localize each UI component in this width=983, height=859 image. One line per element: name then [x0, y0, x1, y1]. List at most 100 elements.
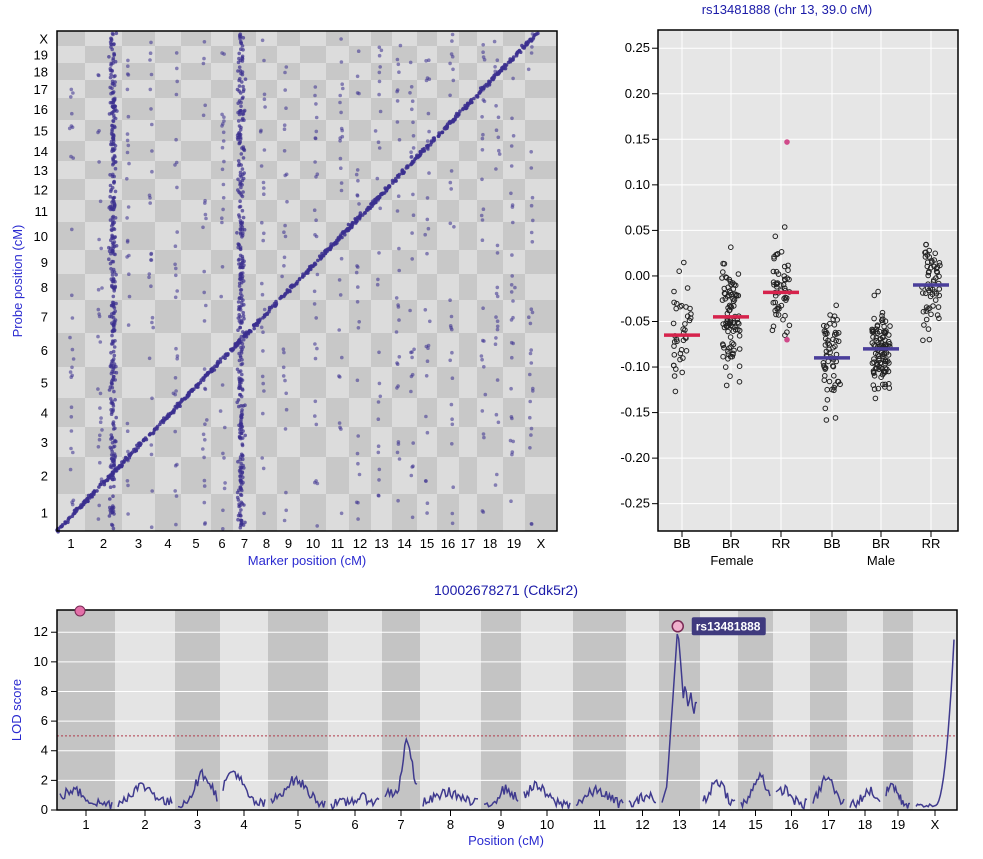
eqtl-point — [346, 228, 351, 233]
effect-point — [671, 288, 677, 295]
checker-cell — [277, 250, 300, 274]
effect-point-highlight[interactable] — [784, 139, 790, 145]
eqtl-point — [150, 169, 154, 174]
eqtl-point — [235, 342, 239, 347]
checker-cell — [57, 98, 85, 120]
eqtl-point — [481, 306, 485, 311]
checker-cell — [181, 120, 211, 141]
eqtl-point — [98, 433, 102, 438]
effect-point — [671, 299, 677, 306]
checker-cell — [349, 274, 371, 300]
checker-cell — [211, 457, 233, 494]
eqtl-point — [68, 335, 72, 340]
checker-cell — [326, 494, 349, 531]
effect-x-tick: BR — [872, 536, 890, 551]
eqtl-point — [396, 194, 401, 198]
checker-cell — [211, 98, 233, 120]
checker-cell — [122, 179, 155, 200]
eqtl-point — [112, 174, 116, 179]
checker-cell — [256, 427, 277, 457]
checker-cell — [459, 300, 477, 333]
eqtl-point — [111, 459, 115, 464]
checker-cell — [525, 80, 557, 98]
eqtl-point — [495, 58, 500, 62]
eqtl-point — [262, 511, 266, 516]
checker-cell — [392, 98, 417, 120]
eqtl-point — [410, 515, 415, 520]
effect-point — [874, 323, 881, 330]
eqtl-point — [508, 438, 513, 443]
lod-curve-segment — [270, 775, 326, 809]
eqtl-point — [397, 318, 401, 322]
eqtl-point — [528, 37, 533, 42]
eqtl-point — [201, 113, 206, 118]
checker-cell — [85, 141, 122, 161]
effect-point — [677, 350, 684, 357]
effect-y-tick: 0.15 — [625, 131, 650, 146]
checker-cell — [417, 63, 437, 80]
effect-point — [824, 386, 831, 393]
effect-point — [671, 339, 678, 345]
eqtl-point — [237, 281, 242, 286]
eqtl-point — [72, 508, 77, 513]
eqtl-point — [377, 467, 382, 472]
effect-point — [781, 276, 788, 283]
eqtl-point — [149, 452, 154, 457]
eqtl-point — [495, 378, 500, 382]
checker-cell — [181, 398, 211, 427]
eqtl-point — [107, 514, 112, 518]
eqtl-point — [108, 364, 113, 369]
eqtl-point — [262, 389, 266, 393]
eqtl-point — [313, 414, 317, 418]
eqtl-point — [259, 164, 264, 168]
eqtl-point — [202, 319, 207, 323]
eqtl-point — [337, 421, 342, 425]
cistrans-y-tick: 3 — [41, 435, 48, 450]
checker-cell — [326, 300, 349, 333]
checker-cell — [503, 367, 525, 398]
eqtl-point — [109, 397, 113, 401]
checker-cell — [437, 98, 459, 120]
checker-cell — [349, 120, 371, 141]
eqtl-point — [427, 129, 431, 134]
checker-cell — [256, 494, 277, 531]
eqtl-point — [425, 359, 430, 364]
checker-cell — [326, 179, 349, 200]
effect-point — [730, 319, 736, 326]
effect-point — [881, 351, 887, 357]
eqtl-point — [279, 295, 284, 299]
effect-point — [684, 313, 691, 320]
eqtl-point — [175, 289, 179, 293]
eqtl-point — [220, 51, 224, 55]
lod-top-handle[interactable] — [74, 605, 86, 617]
eqtl-point — [528, 446, 532, 450]
eqtl-point — [394, 179, 398, 183]
eqtl-point — [528, 399, 532, 404]
checker-cell — [477, 333, 503, 367]
checker-cell — [349, 98, 371, 120]
lod-peak-marker[interactable]: rs13481888 — [671, 617, 766, 636]
eqtl-point — [202, 478, 207, 483]
peak-circle[interactable] — [671, 620, 684, 633]
checker-cell — [417, 398, 437, 427]
checker-cell — [417, 46, 437, 63]
effect-point — [780, 282, 787, 288]
eqtl-point — [283, 234, 288, 239]
eqtl-point — [240, 372, 244, 377]
eqtl-point — [339, 232, 343, 236]
checker-cell — [503, 398, 525, 427]
eqtl-point — [261, 349, 265, 353]
eqtl-point — [125, 87, 130, 92]
eqtl-point — [242, 118, 246, 122]
effect-point-highlight[interactable] — [784, 336, 790, 343]
eqtl-point — [107, 388, 112, 392]
eqtl-point — [511, 134, 516, 138]
lod-chrom-band — [175, 610, 220, 810]
checker-cell — [277, 274, 300, 300]
checker-cell — [155, 120, 181, 141]
checker-cell — [417, 120, 437, 141]
eqtl-point — [319, 254, 323, 259]
eqtl-point — [96, 517, 101, 521]
checker-cell — [326, 333, 349, 367]
